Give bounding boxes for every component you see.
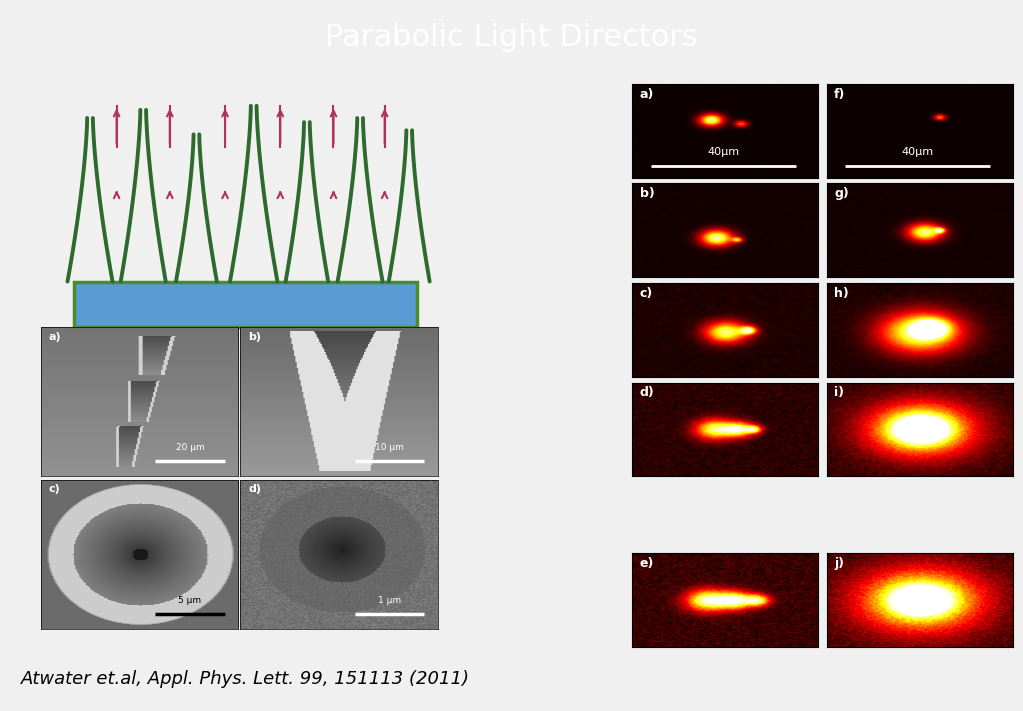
Text: 40μm: 40μm: [707, 147, 740, 157]
Text: Atwater et.al, Appl. Phys. Lett. 99, 151113 (2011): Atwater et.al, Appl. Phys. Lett. 99, 151…: [20, 670, 470, 688]
Text: 5 μm: 5 μm: [178, 597, 202, 605]
Text: 20 μm: 20 μm: [176, 444, 205, 452]
Text: c): c): [49, 484, 60, 494]
Text: c): c): [639, 287, 653, 300]
Text: g): g): [834, 187, 849, 201]
Text: b): b): [249, 331, 261, 341]
Text: a): a): [639, 87, 654, 101]
Text: d): d): [639, 386, 655, 400]
Text: j): j): [834, 557, 844, 570]
Bar: [74, 282, 417, 326]
Text: 10 μm: 10 μm: [375, 444, 404, 452]
Text: h): h): [834, 287, 849, 300]
Text: 1 μm: 1 μm: [377, 597, 401, 605]
Text: e): e): [639, 557, 654, 570]
Text: 40μm: 40μm: [901, 147, 934, 157]
Text: f): f): [834, 87, 845, 101]
Text: a): a): [49, 331, 61, 341]
Text: Parabolic Light Directors: Parabolic Light Directors: [325, 23, 698, 52]
Text: d): d): [249, 484, 261, 494]
Text: i): i): [834, 386, 844, 400]
Text: b): b): [639, 187, 655, 201]
